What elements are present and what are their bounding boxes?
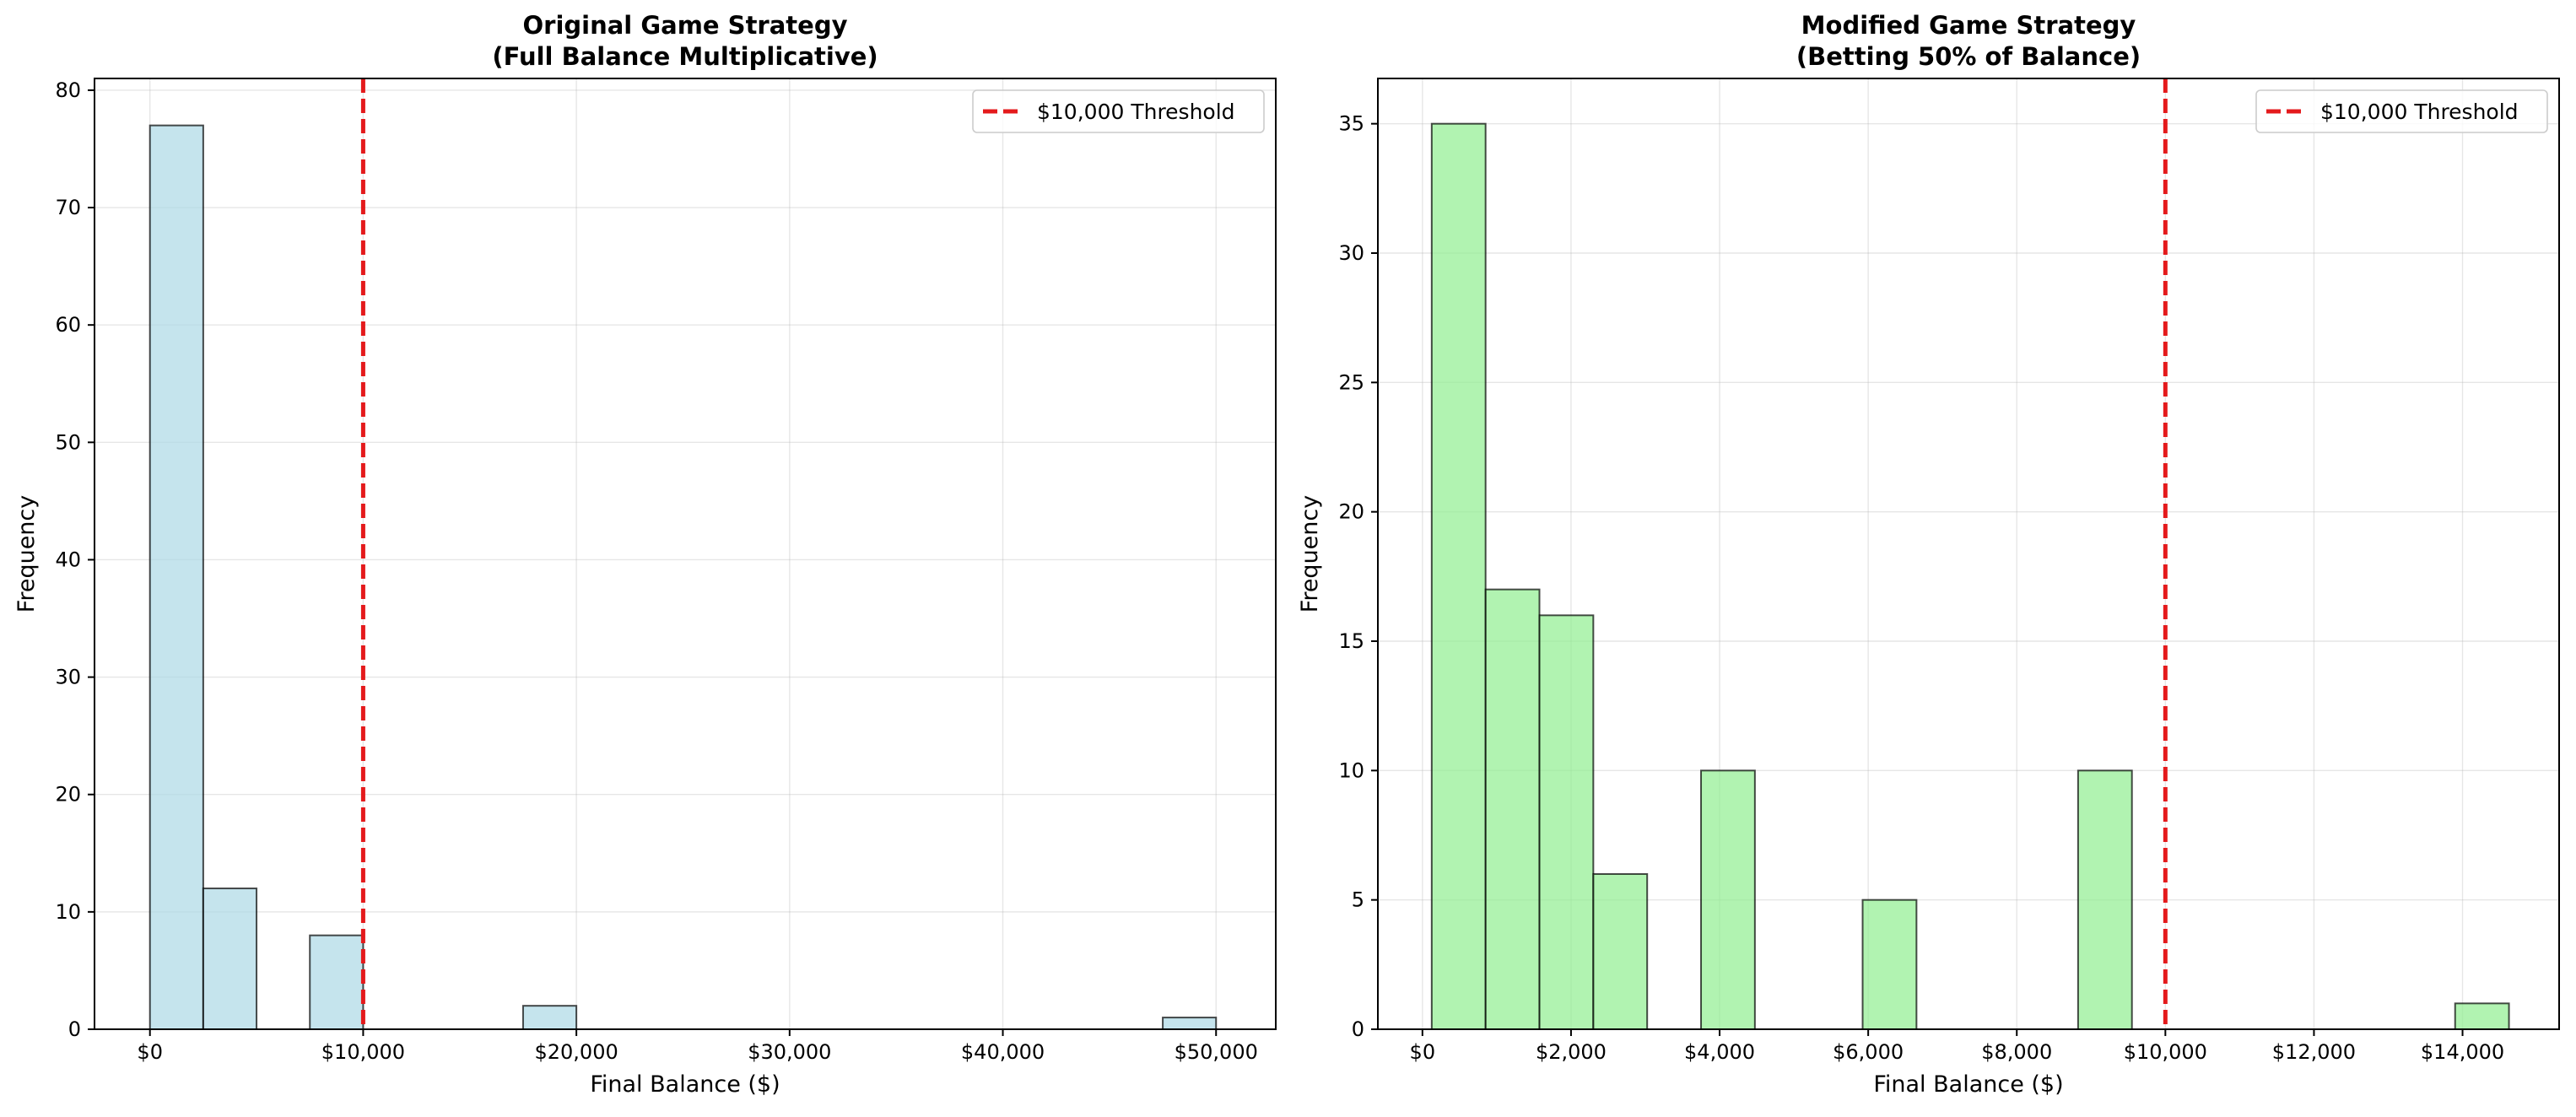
histogram-bar (1162, 1017, 1218, 1031)
gridlines (95, 78, 1276, 1030)
x-ticks: $0 $2,000 $4,000 $6,000 $8,000 $10,000 $12,000… (1410, 1029, 2504, 1064)
histogram-bar (1700, 769, 1756, 1030)
chart-modified-strategy: $0 $2,000 $4,000 $6,000 $8,000 $10,000 $12,000… (1297, 11, 2560, 1098)
x-tick-label: $0 (1410, 1040, 1436, 1064)
x-tick-label: $12,000 (2272, 1040, 2356, 1064)
x-axis-label: Final Balance ($) (1873, 1071, 2063, 1098)
x-tick-label: $30,000 (748, 1040, 831, 1064)
y-tick-label: 40 (55, 548, 81, 571)
legend-box (2255, 89, 2548, 133)
y-ticks: 0 10 20 30 40 50 60 70 80 (55, 78, 95, 1041)
histogram-bar (1430, 122, 1487, 1031)
legend: $10,000 Threshold (972, 89, 1265, 133)
chart-title-line2: (Betting 50% of Balance) (1796, 42, 2141, 71)
histogram-bar (149, 124, 204, 1031)
y-tick-label: 30 (55, 666, 81, 689)
histogram-bar (521, 1005, 578, 1031)
y-tick-label: 35 (1338, 112, 1364, 136)
y-tick-label: 25 (1338, 370, 1364, 394)
y-tick-label: 10 (1338, 758, 1364, 782)
y-tick-label: 10 (55, 900, 81, 924)
y-tick-label: 20 (55, 783, 81, 807)
histogram-bars (149, 124, 1218, 1031)
y-ticks: 0 5 10 15 20 25 30 35 (1338, 112, 1378, 1041)
histogram-bar (1592, 873, 1649, 1030)
x-axis-label: Final Balance ($) (590, 1071, 780, 1098)
y-tick-label: 0 (68, 1017, 81, 1041)
x-tick-label: $8,000 (1981, 1040, 2052, 1064)
y-tick-label: 60 (55, 313, 81, 337)
x-tick-label: $0 (137, 1040, 163, 1064)
histogram-bar (1484, 588, 1541, 1030)
chart-original-strategy: $0 $10,000 $20,000 $30,000 $40,000 $50,000 0 1… (14, 11, 1277, 1098)
x-tick-label: $6,000 (1833, 1040, 1904, 1064)
y-tick-label: 5 (1352, 888, 1364, 912)
x-ticks: $0 $10,000 $20,000 $30,000 $40,000 $50,000 (137, 1029, 1258, 1064)
x-tick-label: $50,000 (1175, 1040, 1258, 1064)
y-tick-label: 0 (1352, 1017, 1364, 1041)
y-tick-label: 50 (55, 430, 81, 454)
chart-title-line1: Original Game Strategy (522, 11, 847, 40)
plot-frame (94, 78, 1277, 1030)
x-tick-label: $10,000 (321, 1040, 405, 1064)
legend: $10,000 Threshold (2255, 89, 2548, 133)
x-tick-label: $4,000 (1684, 1040, 1755, 1064)
x-tick-label: $14,000 (2421, 1040, 2504, 1064)
legend-box (972, 89, 1265, 133)
histogram-bar (309, 934, 365, 1031)
y-tick-label: 20 (1338, 500, 1364, 524)
chart-title-line2: (Full Balance Multiplicative) (492, 42, 878, 71)
histogram-bar (1538, 614, 1595, 1030)
histogram-bar (2076, 769, 2133, 1030)
x-tick-label: $10,000 (2124, 1040, 2207, 1064)
legend-threshold-label: $10,000 Threshold (1037, 100, 1235, 124)
y-tick-label: 70 (55, 196, 81, 219)
y-axis-label: Frequency (1297, 495, 1323, 613)
plot-frame (1377, 78, 2560, 1030)
y-axis-label: Frequency (14, 495, 40, 613)
y-tick-label: 15 (1338, 629, 1364, 653)
y-tick-label: 30 (1338, 241, 1364, 265)
chart-title-line1: Modified Game Strategy (1801, 11, 2136, 40)
histogram-bar (2454, 1002, 2510, 1031)
y-tick-label: 80 (55, 78, 81, 102)
gridlines (1378, 78, 2559, 1030)
x-tick-label: $40,000 (961, 1040, 1045, 1064)
histogram-bar (1861, 898, 1918, 1030)
x-tick-label: $20,000 (534, 1040, 618, 1064)
x-tick-label: $2,000 (1536, 1040, 1607, 1064)
legend-threshold-label: $10,000 Threshold (2320, 100, 2519, 124)
histogram-bars (1430, 122, 2510, 1031)
histogram-bar (202, 888, 258, 1030)
